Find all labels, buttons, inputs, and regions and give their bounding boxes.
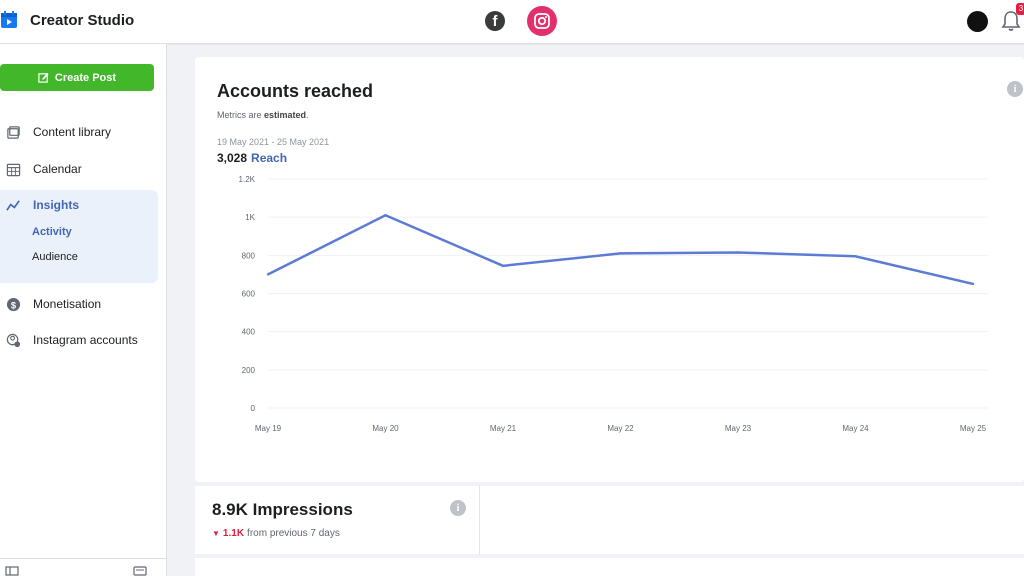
y-tick-label: 400 <box>242 328 256 337</box>
instagram-glyph-icon <box>534 13 550 29</box>
reach-value: 3,028 <box>217 151 248 165</box>
create-post-label: Create Post <box>54 71 117 84</box>
data-point <box>619 252 622 255</box>
x-tick-label: May 22 <box>607 424 634 433</box>
impressions-card: 8.9K Impressions ▼ 1.1K from previous 7 … <box>195 486 1024 554</box>
y-tick-label: 1.2K <box>239 175 256 184</box>
feedback-icon[interactable] <box>133 566 147 576</box>
bell-icon[interactable] <box>1001 10 1021 32</box>
sidebar-item-insights[interactable]: Insights <box>0 190 158 220</box>
sidebar-item-label: Content library <box>33 125 112 139</box>
impressions-title: 8.9K Impressions <box>212 500 353 519</box>
sidebar-item-instagram-accounts[interactable]: Instagram accounts <box>0 325 158 355</box>
svg-text:$: $ <box>11 300 17 310</box>
data-point <box>971 282 975 286</box>
x-tick-label: May 24 <box>842 424 869 433</box>
create-post-button[interactable]: Create Post <box>0 64 154 91</box>
reach-summary: 3,028 Reach <box>217 151 287 165</box>
x-tick-label: May 25 <box>960 424 987 433</box>
y-tick-label: 200 <box>242 366 256 375</box>
x-tick-label: May 19 <box>255 424 282 433</box>
data-point <box>854 255 857 258</box>
reach-label: Reach <box>251 151 288 165</box>
instagram-icon[interactable] <box>527 6 557 36</box>
impressions-delta: ▼ 1.1K from previous 7 days <box>212 528 340 539</box>
data-point <box>736 251 740 254</box>
x-tick-label: May 20 <box>372 424 399 433</box>
insights-group <box>0 190 158 283</box>
sidebar-item-label: Calendar <box>33 162 82 176</box>
impressions-delta-suffix: from previous 7 days <box>247 528 340 539</box>
sidebar-item-content-library[interactable]: Content library <box>0 117 158 147</box>
sidebar-subitem-audience[interactable]: Audience <box>32 251 78 263</box>
series-line-reach <box>267 214 974 286</box>
impressions-delta-value: 1.1K <box>222 528 245 539</box>
metrics-note-prefix: Metrics are <box>217 110 265 120</box>
sidebar-item-label: Instagram accounts <box>33 333 138 347</box>
metrics-note-suffix: . <box>306 110 309 120</box>
sidebar-item-calendar[interactable]: Calendar <box>0 154 158 184</box>
card-title: Accounts reached <box>217 81 374 101</box>
y-tick-label: 800 <box>242 251 256 260</box>
card-divider <box>479 486 480 554</box>
sidebar-item-label: Insights <box>33 198 80 212</box>
y-tick-label: 600 <box>242 290 256 299</box>
data-point <box>501 264 505 268</box>
sidebar-collapse-icon[interactable] <box>5 566 19 576</box>
info-icon[interactable]: i <box>1007 81 1023 97</box>
date-range: 19 May 2021 - 25 May 2021 <box>217 137 330 147</box>
accounts-reached-card: Accounts reached Metrics are estimated. … <box>195 57 1024 482</box>
instagram-accounts-icon <box>6 333 21 347</box>
monetisation-icon: $ <box>6 297 21 311</box>
facebook-icon[interactable]: f <box>485 11 505 31</box>
y-tick-label: 1K <box>245 213 255 222</box>
y-tick-label: 0 <box>251 404 256 413</box>
app-title: Creator Studio <box>30 11 135 29</box>
sidebar-divider <box>0 558 167 559</box>
data-point <box>266 273 270 276</box>
x-tick-label: May 23 <box>725 424 752 433</box>
sidebar-item-label: Monetisation <box>33 297 102 311</box>
content-library-icon <box>7 125 20 139</box>
sidebar: Create Post Content library Calendar Ins… <box>0 44 167 576</box>
sidebar-item-monetisation[interactable]: $ Monetisation <box>0 289 158 319</box>
calendar-icon <box>6 163 21 176</box>
data-point <box>384 214 387 217</box>
reach-line-chart: 0 200 400 600 800 1K 1.2K May 19 May 20 May 21 May… <box>239 175 988 433</box>
creator-studio-logo-icon <box>1 11 17 28</box>
x-tick-label: May 21 <box>490 424 517 433</box>
profile-avatar[interactable] <box>967 11 988 32</box>
next-card-edge <box>195 558 1024 576</box>
edit-icon <box>38 72 49 83</box>
down-arrow-icon: ▼ <box>212 529 220 538</box>
top-bar: Creator Studio f 3 <box>0 0 1024 44</box>
sidebar-subitem-activity[interactable]: Activity <box>32 226 72 238</box>
metrics-note: Metrics are estimated. <box>217 110 309 120</box>
notification-badge: 3 <box>1016 3 1024 15</box>
brand[interactable]: Creator Studio <box>0 10 134 30</box>
info-icon[interactable]: i <box>450 500 466 516</box>
insights-icon <box>6 199 20 211</box>
metrics-note-bold: estimated <box>264 110 307 120</box>
